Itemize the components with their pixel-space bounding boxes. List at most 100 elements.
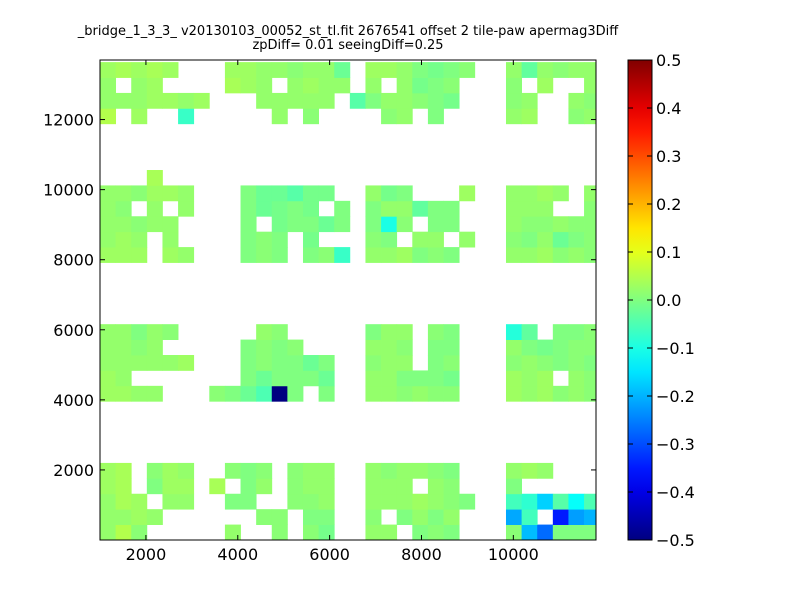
heatmap-cell bbox=[521, 509, 538, 525]
heatmap-cell bbox=[505, 77, 522, 94]
heatmap-cell bbox=[505, 247, 522, 263]
heatmap-cell bbox=[568, 385, 585, 402]
heatmap-cell bbox=[162, 92, 179, 109]
heatmap-cell bbox=[443, 462, 460, 479]
heatmap-cell bbox=[427, 92, 444, 109]
heatmap-cell bbox=[240, 370, 257, 387]
heatmap-cell bbox=[146, 170, 163, 186]
heatmap-cell bbox=[224, 77, 241, 94]
heatmap-cell bbox=[412, 370, 429, 387]
heatmap-cell bbox=[224, 62, 241, 78]
heatmap-cell bbox=[505, 92, 522, 109]
heatmap-cell bbox=[271, 355, 288, 371]
heatmap-cell bbox=[256, 370, 273, 387]
heatmap-cell bbox=[584, 524, 597, 541]
heatmap-cell bbox=[131, 185, 148, 202]
heatmap-cell bbox=[318, 77, 335, 94]
heatmap-cell bbox=[505, 493, 522, 510]
heatmap-cell bbox=[568, 247, 585, 263]
heatmap-cell bbox=[100, 200, 117, 217]
heatmap-cell bbox=[552, 231, 569, 248]
heatmap-cell bbox=[412, 62, 429, 78]
heatmap-cell bbox=[287, 385, 304, 402]
heatmap-cell bbox=[505, 324, 522, 340]
heatmap-cell bbox=[396, 216, 413, 233]
heatmap-cell bbox=[443, 478, 460, 495]
heatmap-cell bbox=[287, 355, 304, 371]
heatmap-cell bbox=[287, 216, 304, 233]
heatmap-cell bbox=[365, 478, 382, 495]
heatmap-cell bbox=[224, 385, 241, 402]
heatmap-cell bbox=[396, 247, 413, 263]
heatmap-cell bbox=[568, 524, 585, 541]
heatmap-cell bbox=[115, 231, 132, 248]
heatmap-cell bbox=[427, 339, 444, 356]
heatmap-cell bbox=[427, 231, 444, 248]
heatmap-cell bbox=[584, 370, 597, 387]
heatmap-cell bbox=[584, 200, 597, 217]
heatmap-cell bbox=[302, 509, 319, 525]
heatmap-cell bbox=[162, 493, 179, 510]
heatmap-cell bbox=[287, 185, 304, 202]
heatmap-cell bbox=[521, 231, 538, 248]
colorbar-tick-label: 0.1 bbox=[656, 243, 681, 262]
heatmap-cell bbox=[568, 355, 585, 371]
heatmap-cell bbox=[521, 385, 538, 402]
heatmap-cell bbox=[209, 478, 226, 495]
heatmap-cell bbox=[552, 355, 569, 371]
heatmap-cell bbox=[146, 77, 163, 94]
heatmap-cell bbox=[100, 324, 117, 340]
heatmap-cell bbox=[381, 493, 398, 510]
heatmap-cell bbox=[146, 62, 163, 78]
heatmap-cell bbox=[412, 200, 429, 217]
heatmap-cell bbox=[318, 247, 335, 263]
heatmap-cell bbox=[287, 77, 304, 94]
heatmap-cell bbox=[381, 324, 398, 340]
heatmap-cell bbox=[131, 247, 148, 263]
heatmap-cell bbox=[521, 493, 538, 510]
heatmap-cell bbox=[552, 509, 569, 525]
heatmap-cell bbox=[146, 324, 163, 340]
heatmap-cell bbox=[271, 370, 288, 387]
heatmap-cell bbox=[427, 355, 444, 371]
heatmap-cell bbox=[537, 231, 554, 248]
heatmap-cell bbox=[505, 385, 522, 402]
heatmap-cell bbox=[365, 524, 382, 541]
heatmap-cell bbox=[178, 493, 195, 510]
heatmap-cell bbox=[146, 216, 163, 233]
heatmap-cell bbox=[240, 385, 257, 402]
heatmap-cell bbox=[505, 62, 522, 78]
heatmap-cell bbox=[100, 462, 117, 479]
heatmap-cell bbox=[162, 355, 179, 371]
heatmap-cell bbox=[302, 478, 319, 495]
heatmap-cell bbox=[412, 231, 429, 248]
heatmap-cell bbox=[318, 355, 335, 371]
heatmap-cell bbox=[381, 524, 398, 541]
y-tick-label: 12000 bbox=[43, 111, 94, 130]
heatmap-cell bbox=[146, 462, 163, 479]
heatmap-cell bbox=[100, 62, 117, 78]
heatmap-cell bbox=[381, 216, 398, 233]
y-tick-label: 2000 bbox=[53, 461, 94, 480]
heatmap-cell bbox=[115, 185, 132, 202]
heatmap-cell bbox=[302, 200, 319, 217]
heatmap-cell bbox=[334, 247, 351, 263]
heatmap-cell bbox=[505, 185, 522, 202]
heatmap-cell bbox=[334, 200, 351, 217]
heatmap-cell bbox=[365, 247, 382, 263]
heatmap-cell bbox=[396, 92, 413, 109]
heatmap-cell bbox=[115, 370, 132, 387]
heatmap-cell bbox=[365, 324, 382, 340]
heatmap-cell bbox=[256, 231, 273, 248]
heatmap-cell bbox=[427, 370, 444, 387]
heatmap-cell bbox=[318, 92, 335, 109]
heatmap-cell bbox=[318, 462, 335, 479]
heatmap-cell bbox=[100, 185, 117, 202]
heatmap-cell bbox=[568, 62, 585, 78]
heatmap-cell bbox=[412, 247, 429, 263]
heatmap-cell bbox=[162, 216, 179, 233]
heatmap-cell bbox=[584, 185, 597, 202]
heatmap-cell bbox=[427, 108, 444, 125]
